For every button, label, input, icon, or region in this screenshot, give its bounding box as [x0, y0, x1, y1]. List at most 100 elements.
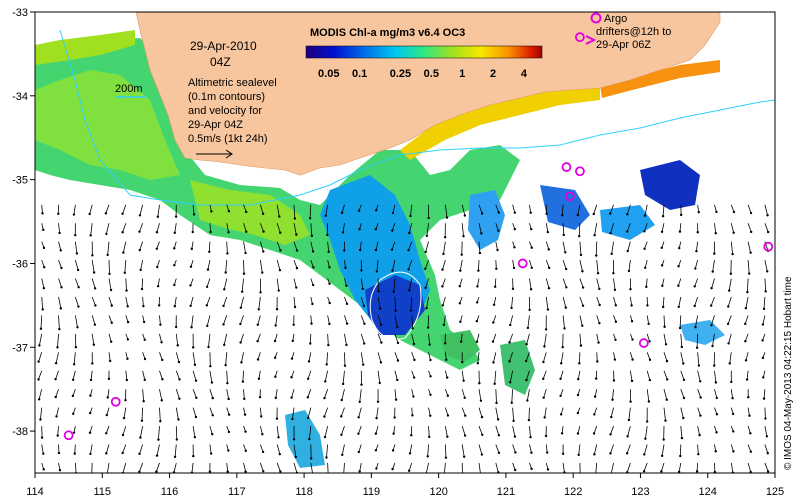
velocity-vector-head — [345, 322, 349, 325]
velocity-vector-head — [492, 303, 496, 306]
velocity-vector — [259, 204, 264, 214]
velocity-vector-head — [274, 375, 277, 378]
velocity-vector-head — [496, 248, 499, 252]
velocity-vector-head — [526, 399, 529, 402]
velocity-vector — [728, 278, 732, 291]
velocity-vector-head — [291, 339, 294, 343]
velocity-vector-head — [210, 210, 213, 213]
velocity-vector-head — [543, 345, 546, 348]
argo-markers — [63, 32, 774, 441]
velocity-vector-head — [109, 288, 113, 292]
velocity-vector-head — [762, 397, 766, 400]
velocity-vector — [243, 462, 247, 472]
velocity-vector-head — [142, 320, 146, 324]
velocity-vector — [307, 370, 312, 379]
velocity-vector — [327, 462, 329, 473]
velocity-vector — [360, 333, 365, 344]
velocity-vector — [105, 444, 110, 454]
velocity-vector — [327, 315, 330, 325]
y-tick-label: -33 — [12, 7, 28, 19]
velocity-vector — [746, 278, 749, 293]
velocity-vector-head — [211, 396, 214, 400]
velocity-vector-head — [156, 215, 160, 218]
velocity-vector-head — [143, 357, 147, 361]
velocity-vector — [561, 426, 564, 434]
velocity-vector-head — [58, 231, 61, 235]
velocity-vector-head — [358, 400, 361, 403]
velocity-vector — [495, 223, 499, 231]
velocity-vector-head — [598, 321, 601, 325]
velocity-vector-head — [445, 216, 449, 219]
velocity-vector-head — [609, 212, 612, 215]
velocity-vector — [444, 425, 448, 437]
velocity-vector — [478, 389, 482, 401]
velocity-vector-head — [222, 323, 225, 326]
velocity-vector — [394, 352, 399, 361]
velocity-vector-head — [513, 468, 517, 472]
velocity-vector-head — [626, 435, 629, 438]
velocity-vector — [545, 444, 548, 453]
velocity-vector-head — [241, 380, 245, 383]
velocity-vector — [342, 370, 345, 384]
velocity-vector-head — [643, 247, 646, 250]
velocity-vector — [175, 407, 179, 420]
velocity-vector-head — [360, 269, 363, 272]
velocity-vector-head — [310, 322, 313, 325]
velocity-vector — [209, 223, 211, 233]
velocity-vector — [393, 278, 396, 292]
velocity-vector — [627, 241, 631, 252]
velocity-vector-head — [293, 305, 297, 309]
velocity-vector — [747, 444, 752, 452]
velocity-vector-head — [192, 346, 195, 349]
velocity-vector — [609, 204, 614, 214]
velocity-vector-head — [711, 270, 714, 273]
velocity-vector — [444, 352, 447, 360]
velocity-vector-head — [697, 210, 700, 214]
description-line-1: Altimetric sealevel — [188, 77, 277, 89]
velocity-vector-head — [660, 454, 664, 458]
velocity-vector-head — [295, 249, 299, 252]
velocity-vector-head — [327, 250, 330, 253]
velocity-vector — [108, 333, 112, 342]
velocity-vector-head — [409, 309, 413, 312]
velocity-vector — [310, 223, 313, 236]
velocity-vector — [613, 296, 617, 306]
velocity-vector-head — [525, 342, 528, 346]
velocity-vector — [276, 204, 280, 217]
velocity-vector — [240, 315, 244, 325]
velocity-vector-head — [682, 362, 685, 365]
velocity-vector — [291, 389, 295, 398]
velocity-vector-head — [645, 285, 648, 289]
velocity-vector-head — [341, 453, 344, 456]
velocity-vector-head — [340, 415, 343, 418]
velocity-vector — [646, 370, 651, 381]
velocity-vector-head — [445, 358, 448, 361]
velocity-vector-head — [291, 417, 294, 421]
velocity-vector — [697, 389, 702, 398]
velocity-vector-head — [524, 359, 528, 363]
velocity-vector-head — [176, 344, 179, 347]
velocity-vector-head — [609, 433, 612, 436]
velocity-vector — [39, 333, 43, 346]
velocity-vector — [612, 389, 614, 400]
velocity-vector — [276, 241, 281, 251]
velocity-vector-head — [744, 322, 747, 326]
velocity-vector — [408, 223, 413, 234]
velocity-vector-head — [662, 438, 665, 441]
velocity-vector-head — [614, 304, 618, 307]
velocity-vector-head — [559, 413, 563, 416]
velocity-vector-head — [593, 395, 597, 398]
velocity-vector-head — [697, 364, 701, 367]
velocity-vector — [276, 259, 281, 271]
velocity-vector-head — [295, 286, 298, 289]
velocity-vector-head — [476, 361, 480, 365]
velocity-vector — [341, 389, 345, 401]
velocity-vector-head — [54, 361, 58, 365]
velocity-vector-head — [159, 420, 162, 423]
velocity-vector — [579, 296, 584, 306]
velocity-vector-head — [208, 470, 212, 473]
velocity-vector-head — [682, 378, 686, 382]
x-tick-label: 119 — [363, 486, 381, 498]
velocity-vector-head — [345, 284, 348, 287]
velocity-vector — [662, 204, 665, 217]
